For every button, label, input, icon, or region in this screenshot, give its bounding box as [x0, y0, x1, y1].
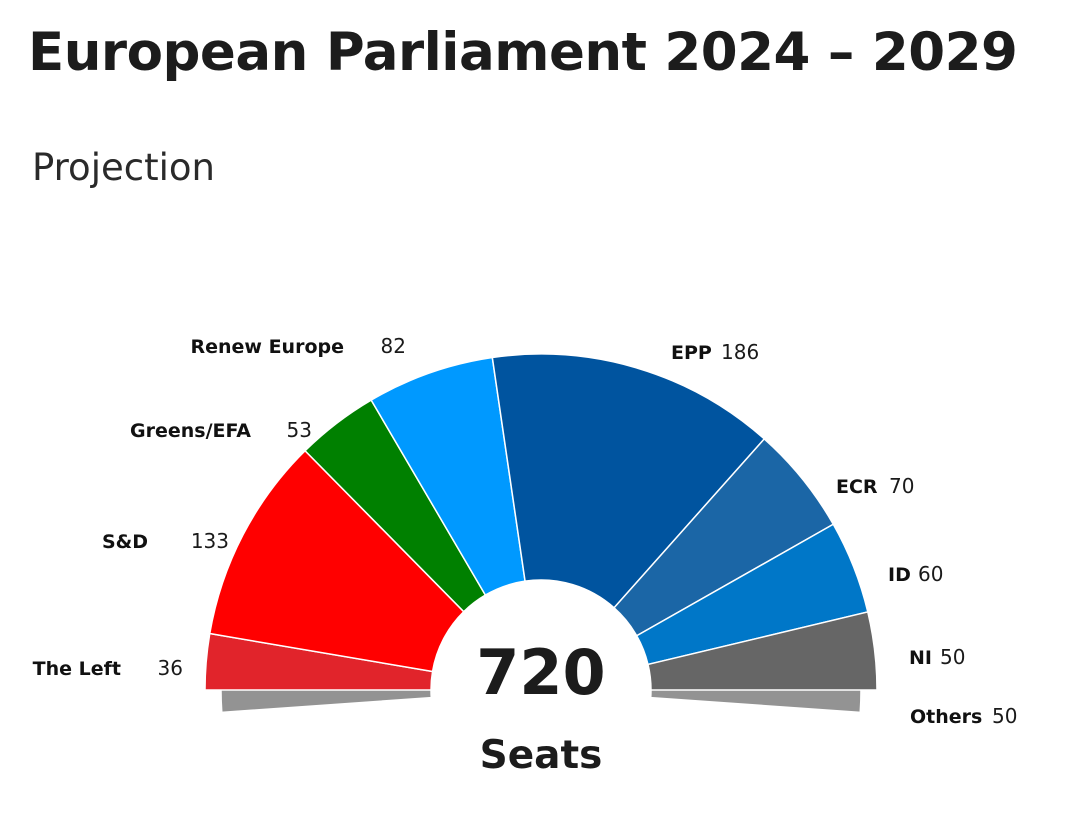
total-seats-label: Seats	[480, 733, 603, 778]
label-id-name: ID	[888, 564, 911, 586]
label-the-left-name: The Left	[33, 658, 121, 680]
label-others-value: 50	[992, 704, 1017, 728]
label-ni-name: NI	[909, 647, 932, 669]
label-greens-efa-value: 53	[287, 418, 312, 442]
slice-sandd	[208, 449, 465, 673]
label-the-left-value: 36	[158, 656, 183, 680]
label-ecr-value: 70	[889, 474, 914, 498]
label-epp-name: EPP	[671, 342, 712, 364]
label-ni-value: 50	[940, 645, 965, 669]
label-sandd-value: 133	[191, 529, 229, 553]
label-sandd-name: S&D	[102, 531, 148, 553]
total-seats-value: 720	[476, 636, 605, 709]
chart-subtitle: Projection	[32, 146, 215, 189]
label-id-value: 60	[918, 562, 943, 586]
label-others-name: Others	[910, 706, 982, 728]
label-renew-europe-name: Renew Europe	[190, 336, 344, 358]
slice-ni	[647, 611, 878, 691]
label-epp-value: 186	[721, 340, 759, 364]
label-ecr-name: ECR	[836, 476, 878, 498]
chart-title: European Parliament 2024 – 2029	[28, 22, 1018, 83]
label-greens-efa-name: Greens/EFA	[130, 420, 251, 442]
label-renew-europe-value: 82	[381, 334, 406, 358]
slice-epp	[491, 353, 766, 609]
